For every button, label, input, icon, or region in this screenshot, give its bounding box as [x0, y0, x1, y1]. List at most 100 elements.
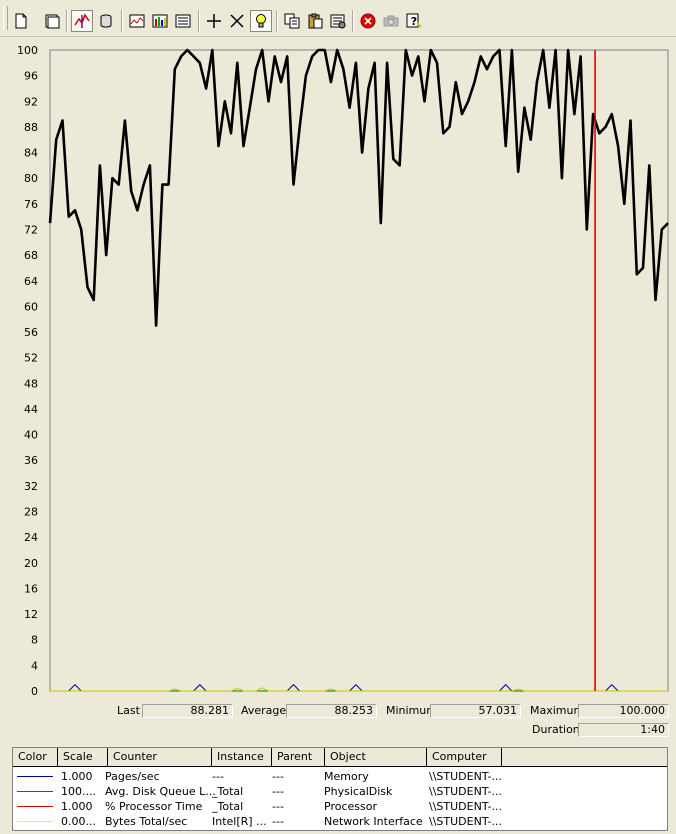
y-tick-label: 60 — [24, 300, 38, 313]
scale-cell: 1.000 — [61, 800, 93, 813]
column-header-computer[interactable]: Computer — [427, 748, 502, 766]
y-tick-label: 80 — [24, 172, 38, 185]
svg-text:?: ? — [411, 15, 417, 28]
y-tick-label: 24 — [24, 531, 38, 544]
legend-row[interactable]: 1.000 % Processor Time _Total --- Proces… — [13, 799, 667, 814]
object-cell: Processor — [324, 800, 377, 813]
column-header-scale[interactable]: Scale — [58, 748, 108, 766]
y-tick-label: 76 — [24, 198, 38, 211]
counter-cell: Bytes Total/sec — [105, 815, 188, 828]
y-tick-label: 4 — [31, 659, 38, 672]
y-tick-label: 16 — [24, 582, 38, 595]
column-header-instance[interactable]: Instance — [212, 748, 272, 766]
paste-counter-list-icon — [308, 13, 323, 29]
copy-properties-button[interactable] — [281, 10, 303, 32]
toolbar-separator — [66, 10, 68, 32]
y-tick-label: 68 — [24, 249, 38, 262]
color-swatch — [17, 821, 53, 822]
y-tick-label: 92 — [24, 95, 38, 108]
column-header-filler — [502, 748, 667, 766]
add-counter-button[interactable] — [203, 10, 225, 32]
view-histogram-button[interactable] — [149, 10, 171, 32]
object-cell: Memory — [324, 770, 369, 783]
legend-row[interactable]: 100.... Avg. Disk Queue L... _Total --- … — [13, 784, 667, 799]
color-swatch — [17, 806, 53, 807]
object-cell: PhysicalDisk — [324, 785, 393, 798]
last-value: 88.281 — [142, 704, 233, 718]
column-header-object[interactable]: Object — [325, 748, 427, 766]
maximum-value: 100.000 — [578, 704, 669, 718]
view-log-data-icon — [100, 14, 112, 28]
duration-value: 1:40 — [578, 723, 669, 737]
parent-cell: --- — [272, 800, 284, 813]
column-header-color[interactable]: Color — [13, 748, 58, 766]
instance-cell: _Total — [212, 800, 244, 813]
toolbar-grip[interactable] — [3, 6, 8, 30]
series-line-bytes-total-sec — [50, 687, 668, 692]
view-report-icon — [175, 14, 191, 28]
color-swatch — [17, 776, 53, 777]
y-tick-label: 48 — [24, 377, 38, 390]
y-tick-label: 12 — [24, 608, 38, 621]
highlight-button[interactable] — [250, 10, 272, 32]
y-tick-label: 72 — [24, 223, 38, 236]
clear-display-button[interactable] — [41, 10, 63, 32]
properties-button[interactable] — [327, 10, 349, 32]
y-tick-label: 32 — [24, 480, 38, 493]
freeze-display-button[interactable] — [357, 10, 379, 32]
y-tick-label: 64 — [24, 275, 38, 288]
object-cell: Network Interface — [324, 815, 423, 828]
legend-row[interactable]: 1.000 Pages/sec --- --- Memory \\STUDENT… — [13, 769, 667, 784]
average-value: 88.253 — [286, 704, 377, 718]
view-graph-button[interactable] — [126, 10, 148, 32]
legend-row[interactable]: 0.00... Bytes Total/sec Intel[R] ... ---… — [13, 814, 667, 829]
counter-legend: Color Scale Counter Instance Parent Obje… — [12, 747, 668, 831]
column-header-parent[interactable]: Parent — [272, 748, 325, 766]
chart-area: 0 4 8 12 16 20 24 28 32 36 40 44 48 52 56 60 64 68 72 76 80 8… — [0, 37, 676, 700]
counter-cell: Pages/sec — [105, 770, 160, 783]
update-data-icon — [383, 15, 399, 27]
add-counter-icon — [207, 14, 221, 28]
new-counter-set-button[interactable] — [10, 10, 32, 32]
new-counter-set-icon — [15, 13, 27, 29]
scale-cell: 100.... — [61, 785, 96, 798]
minimum-label: Minimum — [386, 704, 437, 717]
y-tick-label: 56 — [24, 326, 38, 339]
toolbar-separator — [198, 10, 200, 32]
delete-counter-button[interactable] — [226, 10, 248, 32]
y-tick-label: 100 — [17, 44, 38, 57]
y-tick-label: 84 — [24, 147, 38, 160]
update-data-button[interactable] — [380, 10, 402, 32]
y-tick-label: 96 — [24, 70, 38, 83]
column-header-counter[interactable]: Counter — [108, 748, 212, 766]
properties-icon — [330, 14, 346, 29]
view-current-activity-button[interactable] — [71, 10, 93, 32]
counter-cell: Avg. Disk Queue L... — [105, 785, 216, 798]
last-label: Last — [117, 704, 140, 717]
average-label: Average — [241, 704, 287, 717]
plot-frame — [49, 49, 669, 692]
view-report-button[interactable] — [172, 10, 194, 32]
duration-label: Duration — [532, 723, 580, 736]
computer-cell: \\STUDENT-... — [429, 770, 502, 783]
help-button[interactable]: ? — [403, 10, 425, 32]
view-histogram-icon — [152, 14, 168, 28]
series-line--processor-time — [48, 48, 669, 327]
y-tick-label: 52 — [24, 352, 38, 365]
view-current-activity-icon — [74, 13, 90, 28]
counter-cell: % Processor Time — [105, 800, 203, 813]
computer-cell: \\STUDENT-... — [429, 815, 502, 828]
y-tick-label: 36 — [24, 454, 38, 467]
view-graph-icon — [129, 14, 145, 28]
minimum-value: 57.031 — [430, 704, 521, 718]
parent-cell: --- — [272, 785, 284, 798]
computer-cell: \\STUDENT-... — [429, 800, 502, 813]
maximum-label: Maximum — [530, 704, 585, 717]
instance-cell: Intel[R] ... — [212, 815, 267, 828]
scale-cell: 0.00... — [61, 815, 96, 828]
instance-cell: _Total — [212, 785, 244, 798]
paste-counter-list-button[interactable] — [304, 10, 326, 32]
delete-counter-icon — [230, 14, 244, 28]
scale-cell: 1.000 — [61, 770, 93, 783]
view-log-data-button[interactable] — [95, 10, 117, 32]
